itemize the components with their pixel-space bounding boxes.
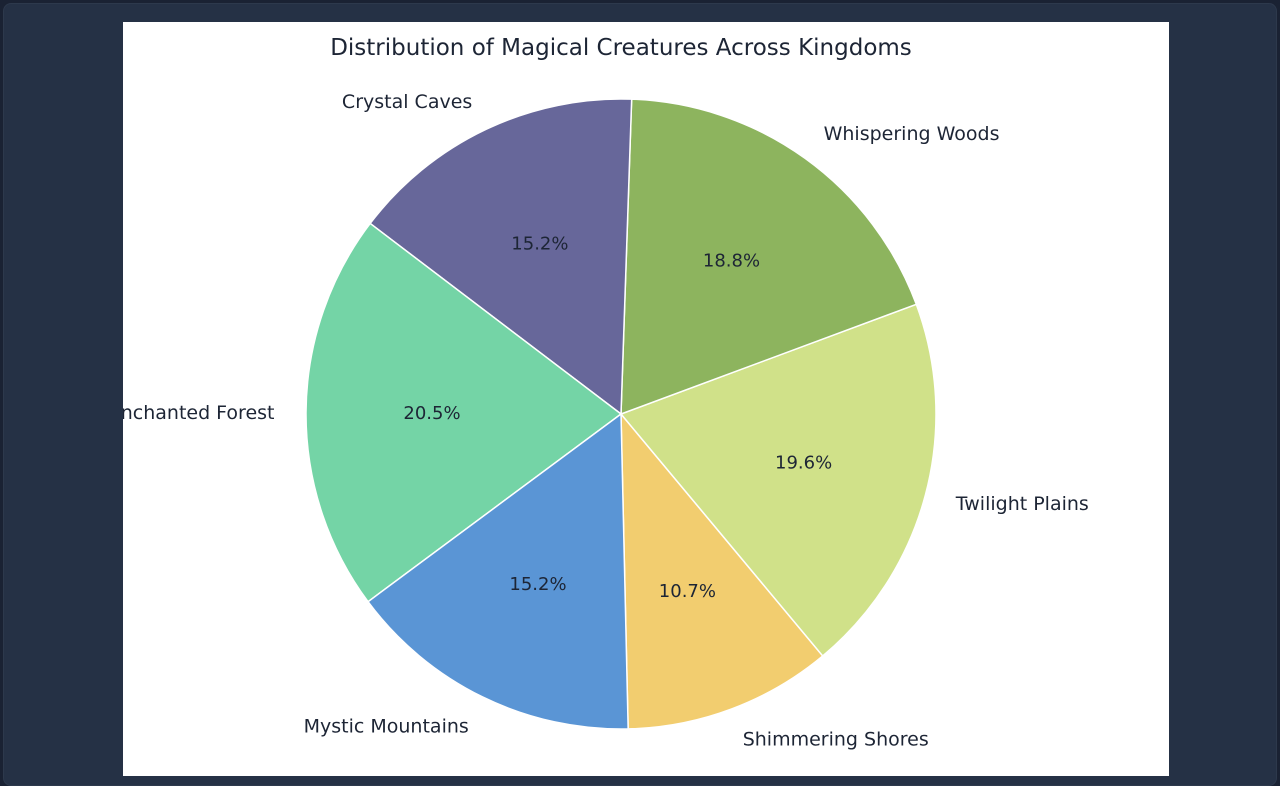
pie-labels: 10.7% Shimmering Shores 19.6% Twilight Plai… <box>123 91 1089 750</box>
pie-slice-shimmering-shores <box>620 411 824 730</box>
pie-slice-twilight-plains <box>619 303 937 657</box>
pie-slices <box>305 98 937 730</box>
pie-slice-crystal-caves <box>369 98 633 416</box>
pie-percent-label: 15.2% <box>511 233 568 254</box>
pie-category-label: Twilight Plains <box>955 493 1089 515</box>
page-background: Distribution of Magical Creatures Across… <box>3 3 1277 786</box>
pie-category-label: Mystic Mountains <box>304 715 469 737</box>
pie-slice-whispering-woods <box>620 98 918 416</box>
pie-percent-label: 19.6% <box>775 453 832 474</box>
pie-percent-label: 15.2% <box>509 574 566 595</box>
chart-card: Distribution of Magical Creatures Across… <box>123 22 1169 776</box>
pie-category-label: Shimmering Shores <box>743 728 929 750</box>
pie-slice-mystic-mountains <box>367 412 629 730</box>
pie-category-label: Crystal Caves <box>342 91 472 113</box>
pie-category-label: Whispering Woods <box>824 123 1000 145</box>
pie-category-label: Enchanted Forest <box>123 402 275 424</box>
pie-chart: Distribution of Magical Creatures Across… <box>123 35 1089 750</box>
pie-percent-label: 18.8% <box>703 251 760 272</box>
pie-percent-label: 20.5% <box>403 403 460 424</box>
pie-percent-label: 10.7% <box>659 581 716 602</box>
chart-title: Distribution of Magical Creatures Across… <box>330 35 912 61</box>
pie-slice-enchanted-forest <box>305 222 623 603</box>
